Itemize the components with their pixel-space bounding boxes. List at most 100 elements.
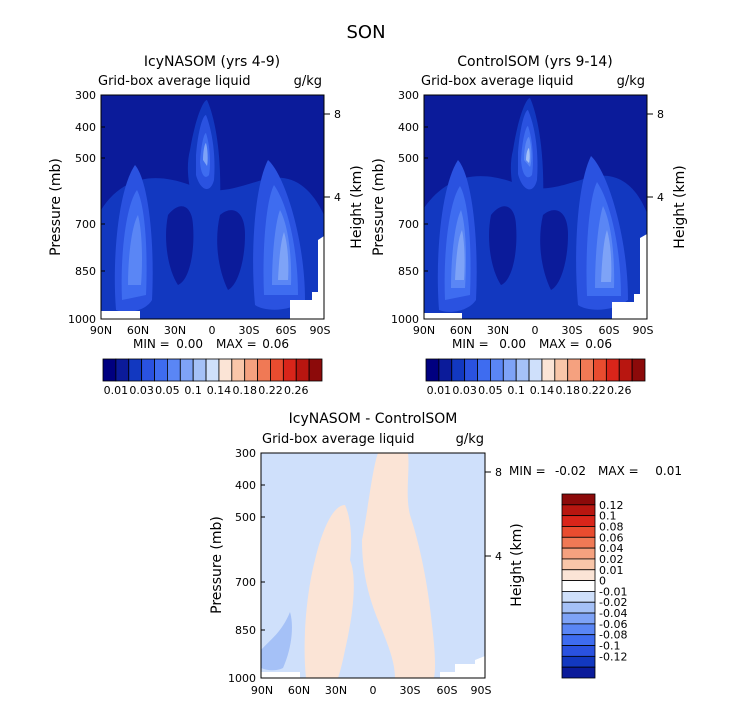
panel-a-height-ticks: 8 4 (334, 108, 341, 204)
panel-c-ytick-500: 500 (235, 511, 256, 524)
panel-a-colorbar-swatch-14 (282, 358, 297, 382)
panel-c-colorbar-swatch-10 (561, 601, 596, 614)
panel-b-title: ControlSOM (yrs 9-14) (457, 54, 613, 70)
panel-c-colorbar-label-5: 0.02 (599, 553, 624, 566)
panel-c-min-label: MIN = (509, 464, 546, 478)
panel-a-contour-field (101, 95, 324, 319)
panel-b-dry-gap-south (540, 210, 568, 290)
panel-c-colorbar-swatch-2 (561, 515, 596, 527)
panel-b-colorbar-label-1: 0.03 (452, 384, 477, 397)
panel-a-colorbar-swatch-7 (192, 358, 207, 382)
panel-a-x-ticks: 90N 60N 30N 0 30S 60S 90S (90, 324, 331, 337)
panel-b-colorbar-label-5: 0.18 (555, 384, 580, 397)
panel-c-surface-mask (261, 656, 485, 678)
panel-b-colorbar-swatch-1 (438, 358, 453, 382)
panel-c-xtick-90n: 90N (251, 684, 273, 697)
panel-c-xtick-60s: 60S (437, 684, 458, 697)
panel-c-title: IcyNASOM - ControlSOM (289, 411, 458, 427)
panel-a-colorbar-swatch-8 (205, 358, 220, 382)
panel-c-colorbar-swatch-16 (561, 666, 596, 679)
panel-a-ytick-1000: 1000 (68, 313, 96, 326)
panel-a-colorbar-swatch-2 (128, 358, 143, 382)
panel-a-colorbar-label-5: 0.18 (232, 384, 257, 397)
panel-c-colorbar-swatch-12 (561, 623, 596, 636)
panel-a-ytick-850: 850 (75, 265, 96, 278)
panel-b-ytick-400: 400 (398, 121, 419, 134)
panel-c-y2label: Height (km) (509, 523, 525, 606)
panel-a-colorbar-label-1: 0.03 (129, 384, 154, 397)
panel-c-x-ticks: 90N 60N 30N 0 30S 60S 90S (251, 684, 492, 697)
panel-a-colorbar-swatch-12 (257, 358, 271, 382)
panel-a-colorbar-swatch-3 (141, 358, 155, 382)
panel-a-height-4: 4 (334, 191, 341, 204)
panel-c-ytick-300: 300 (235, 447, 256, 460)
panel-b-colorbar-label-0: 0.01 (427, 384, 452, 397)
panel-a-dry-gap-south (217, 210, 245, 290)
panel-b-variable-label: Grid-box average liquid (421, 74, 574, 89)
panel-b-contour-field (424, 95, 647, 319)
panel-a-colorbar: 0.01 0.03 0.05 0.1 0.14 0.18 0.22 0.26 (102, 358, 323, 397)
panel-c-colorbar-swatch-13 (561, 634, 596, 646)
panel-b-colorbar-swatch-3 (464, 358, 478, 382)
figure-title: SON (346, 22, 385, 43)
panel-c-xtick-60n: 60N (288, 684, 310, 697)
panel-b-colorbar-label-6: 0.22 (581, 384, 606, 397)
panel-a-min-value: 0.00 (176, 337, 203, 351)
panel-difference: IcyNASOM - ControlSOM Grid-box average l… (209, 411, 682, 697)
panel-b-ylabel: Pressure (mb) (371, 158, 387, 256)
panel-b-height-8: 8 (657, 108, 664, 121)
panel-a-colorbar-swatch-10 (231, 358, 246, 382)
panel-b-units: g/kg (617, 74, 645, 89)
panel-b-xtick-0: 0 (532, 324, 539, 337)
panel-b-xtick-30n: 30N (487, 324, 509, 337)
panel-b-colorbar-label-2: 0.05 (478, 384, 503, 397)
panel-c-variable-label: Grid-box average liquid (262, 432, 415, 447)
panel-b-height-4: 4 (657, 191, 664, 204)
panel-c-colorbar-swatch-6 (561, 558, 596, 571)
panel-b-colorbar-swatch-5 (490, 358, 504, 382)
panel-b-dry-gap-north (489, 206, 517, 285)
panel-a-colorbar-swatch-15 (295, 358, 310, 382)
panel-icynasom: IcyNASOM (yrs 4-9) Grid-box average liqu… (48, 54, 365, 397)
panel-a-colorbar-label-3: 0.1 (184, 384, 202, 397)
panel-c-frame (260, 452, 486, 679)
panel-c-colorbar-swatch-7 (561, 569, 596, 581)
panel-c-colorbar-swatch-1 (561, 504, 596, 517)
panel-a-colorbar-label-0: 0.01 (104, 384, 129, 397)
panel-a-xtick-30s: 30S (239, 324, 260, 337)
panel-a-ytick-700: 700 (75, 218, 96, 231)
panel-c-contour-field (261, 453, 485, 678)
panel-c-colorbar: 0.120.10.080.060.040.020.010-0.01-0.02-0… (561, 493, 627, 679)
panel-b-colorbar-swatch-4 (477, 358, 491, 382)
panel-a-dry-gap-north (166, 206, 194, 285)
panel-c-colorbar-label-12: -0.08 (599, 629, 627, 642)
panel-a-units: g/kg (294, 74, 322, 89)
panel-b-height-ticks: 8 4 (657, 108, 664, 204)
panel-c-xtick-90s: 90S (471, 684, 492, 697)
panel-b-y2label: Height (km) (672, 165, 688, 248)
panel-b-xtick-60n: 60N (450, 324, 472, 337)
panel-a-colorbar-label-4: 0.14 (207, 384, 232, 397)
panel-b-surface-mask (424, 234, 647, 319)
panel-a-ylabel: Pressure (mb) (48, 158, 64, 256)
panel-a-y-ticks: 300 400 500 700 850 1000 (68, 89, 96, 326)
panel-c-height-8: 8 (495, 466, 502, 479)
panel-c-colorbar-label-8: -0.01 (599, 585, 627, 598)
panel-c-height-ticks: 8 4 (495, 466, 502, 563)
panel-a-y2label: Height (km) (349, 165, 365, 248)
panel-c-colorbar-swatch-8 (561, 580, 596, 592)
panel-b-frame (423, 94, 648, 320)
panel-c-colorbar-swatch-4 (561, 536, 596, 549)
panel-c-colorbar-label-13: -0.1 (599, 640, 620, 653)
panel-b-colorbar: 0.01 0.03 0.05 0.1 0.14 0.18 0.22 0.26 (425, 358, 646, 397)
panel-c-colorbar-swatch-3 (561, 526, 596, 538)
panel-c-colorbar-label-6: 0.01 (599, 564, 624, 577)
panel-a-variable-label: Grid-box average liquid (98, 74, 251, 89)
panel-c-xtick-0: 0 (370, 684, 377, 697)
panel-c-colorbar-swatch-5 (561, 547, 596, 560)
panel-c-max-label: MAX = (598, 464, 639, 478)
panel-c-colorbar-label-9: -0.02 (599, 596, 627, 609)
panel-a-xtick-60n: 60N (127, 324, 149, 337)
panel-b-max-label: MAX = (539, 337, 580, 351)
